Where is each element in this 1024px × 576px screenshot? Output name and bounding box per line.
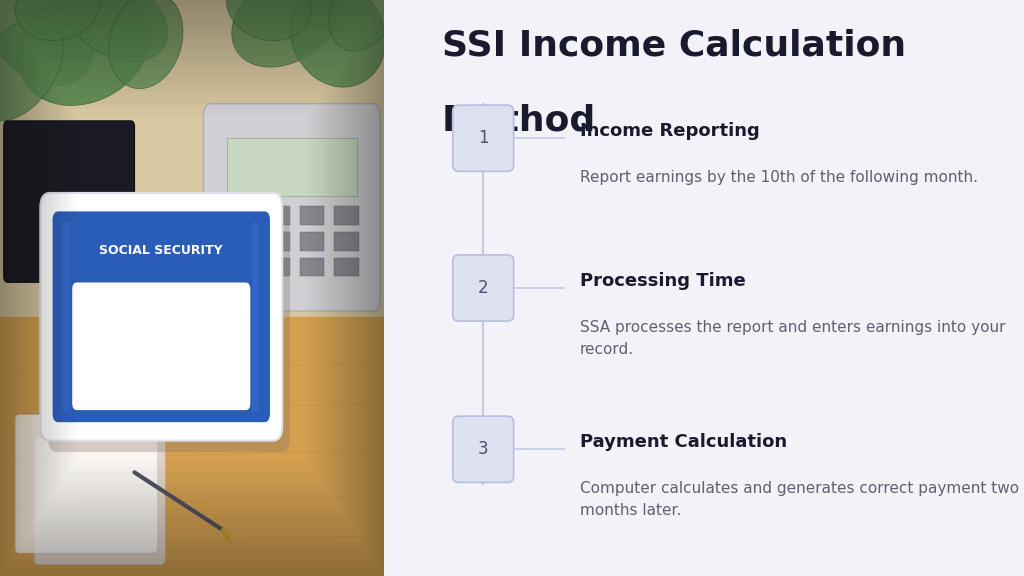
Text: SSA processes the report and enters earnings into your
record.: SSA processes the report and enters earn… — [580, 320, 1005, 357]
FancyBboxPatch shape — [52, 211, 270, 422]
Ellipse shape — [226, 0, 311, 41]
Ellipse shape — [290, 0, 386, 87]
Bar — [0, 317, 384, 576]
Text: Computer calculates and generates correct payment two
months later.: Computer calculates and generates correc… — [580, 481, 1019, 518]
FancyBboxPatch shape — [4, 121, 134, 282]
Ellipse shape — [0, 0, 94, 86]
Text: Report earnings by the 10th of the following month.: Report earnings by the 10th of the follo… — [580, 170, 978, 185]
FancyBboxPatch shape — [40, 193, 283, 441]
Text: 3: 3 — [478, 440, 488, 458]
FancyBboxPatch shape — [72, 282, 250, 410]
Bar — [334, 232, 359, 251]
Ellipse shape — [15, 0, 99, 41]
Bar — [252, 222, 259, 412]
Bar — [334, 206, 359, 225]
Bar — [265, 232, 290, 251]
Bar — [0, 0, 384, 334]
Text: Processing Time: Processing Time — [580, 272, 745, 290]
Bar — [230, 258, 255, 276]
Bar — [226, 138, 357, 196]
Ellipse shape — [109, 0, 183, 89]
FancyBboxPatch shape — [204, 104, 380, 311]
FancyBboxPatch shape — [48, 204, 290, 452]
Bar — [230, 232, 255, 251]
Ellipse shape — [62, 0, 168, 62]
FancyBboxPatch shape — [35, 438, 165, 564]
Text: SOCIAL SECURITY: SOCIAL SECURITY — [99, 244, 223, 257]
Bar — [265, 258, 290, 276]
Ellipse shape — [18, 0, 151, 105]
Bar — [299, 258, 325, 276]
Bar — [62, 222, 70, 412]
Text: Method: Method — [441, 104, 596, 138]
Text: 2: 2 — [478, 279, 488, 297]
FancyBboxPatch shape — [453, 255, 514, 321]
Bar — [265, 206, 290, 225]
Text: Payment Calculation: Payment Calculation — [580, 433, 786, 452]
Bar — [299, 206, 325, 225]
Ellipse shape — [231, 0, 344, 67]
FancyBboxPatch shape — [15, 415, 158, 553]
FancyBboxPatch shape — [453, 105, 514, 172]
FancyBboxPatch shape — [453, 416, 514, 483]
Ellipse shape — [329, 0, 400, 51]
Bar — [334, 258, 359, 276]
Bar — [230, 206, 255, 225]
Text: Income Reporting: Income Reporting — [580, 122, 759, 141]
Bar — [299, 232, 325, 251]
Text: 1: 1 — [478, 129, 488, 147]
Text: SSI Income Calculation: SSI Income Calculation — [441, 29, 905, 63]
Ellipse shape — [0, 17, 63, 121]
